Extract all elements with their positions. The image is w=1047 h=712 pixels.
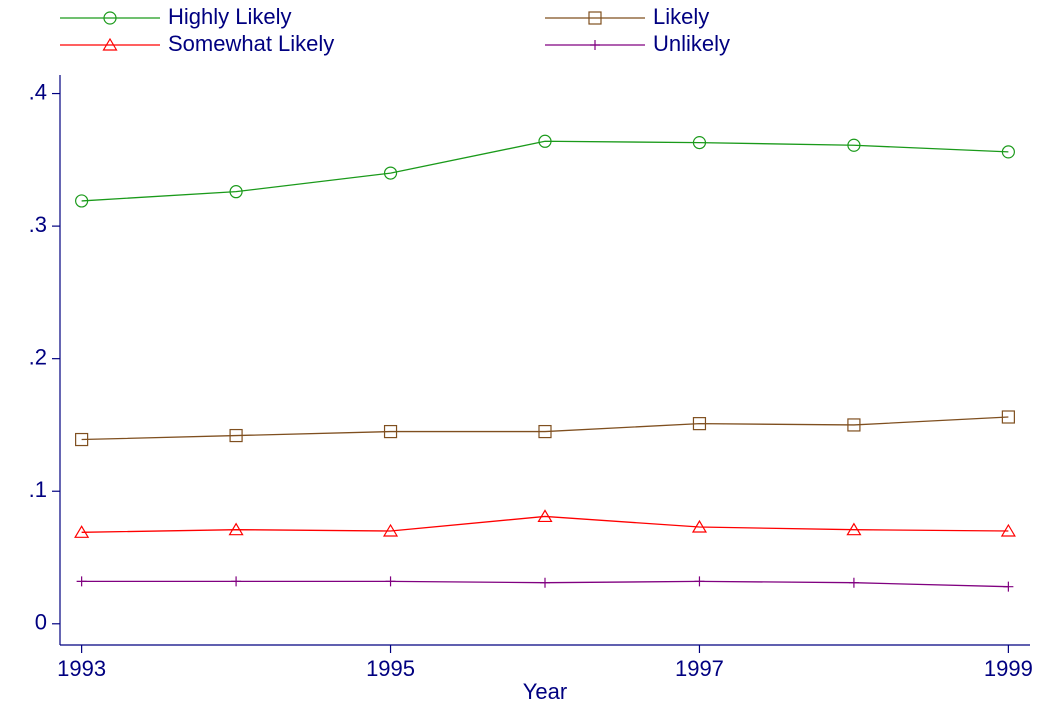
- point: [537, 509, 553, 523]
- point: [692, 136, 707, 150]
- y-tick-label: .3: [29, 212, 47, 237]
- point: [691, 519, 708, 533]
- point: [229, 185, 243, 199]
- point: [1001, 410, 1015, 424]
- point: [694, 576, 705, 587]
- point: [538, 134, 552, 148]
- point: [1001, 145, 1015, 159]
- legend-label: Highly Likely: [168, 4, 292, 29]
- point: [692, 417, 707, 431]
- point: [847, 138, 861, 152]
- y-tick-label: .4: [29, 79, 47, 104]
- legend-label: Unlikely: [653, 31, 730, 56]
- x-tick-label: 1997: [675, 656, 724, 681]
- y-tick-label: .2: [29, 344, 47, 369]
- point: [848, 577, 859, 588]
- point: [1000, 523, 1016, 537]
- legend-marker: [102, 37, 118, 51]
- x-tick-label: 1995: [366, 656, 415, 681]
- legend-marker: [590, 40, 600, 50]
- legend-label: Likely: [653, 4, 709, 29]
- point: [538, 424, 552, 439]
- point: [75, 194, 89, 208]
- series-line: [81, 140, 1009, 202]
- point: [231, 576, 242, 587]
- series-line: [81, 416, 1009, 441]
- legend-marker: [588, 11, 602, 25]
- series-line: [81, 515, 1009, 533]
- point: [385, 576, 396, 587]
- x-axis-label: Year: [523, 679, 567, 704]
- point: [383, 424, 398, 439]
- point: [75, 432, 89, 447]
- y-tick-label: .1: [29, 477, 47, 502]
- legend-marker: [103, 11, 117, 25]
- point: [540, 577, 550, 588]
- point: [1003, 581, 1014, 592]
- point: [846, 522, 862, 536]
- point: [847, 418, 861, 432]
- x-tick-label: 1993: [57, 656, 106, 681]
- point: [228, 522, 244, 536]
- legend-label: Somewhat Likely: [168, 31, 334, 56]
- point: [383, 166, 398, 180]
- y-tick-label: 0: [35, 610, 47, 635]
- point: [382, 523, 399, 537]
- point: [74, 525, 90, 538]
- point: [76, 576, 87, 587]
- point: [229, 428, 243, 443]
- x-tick-label: 1999: [984, 656, 1033, 681]
